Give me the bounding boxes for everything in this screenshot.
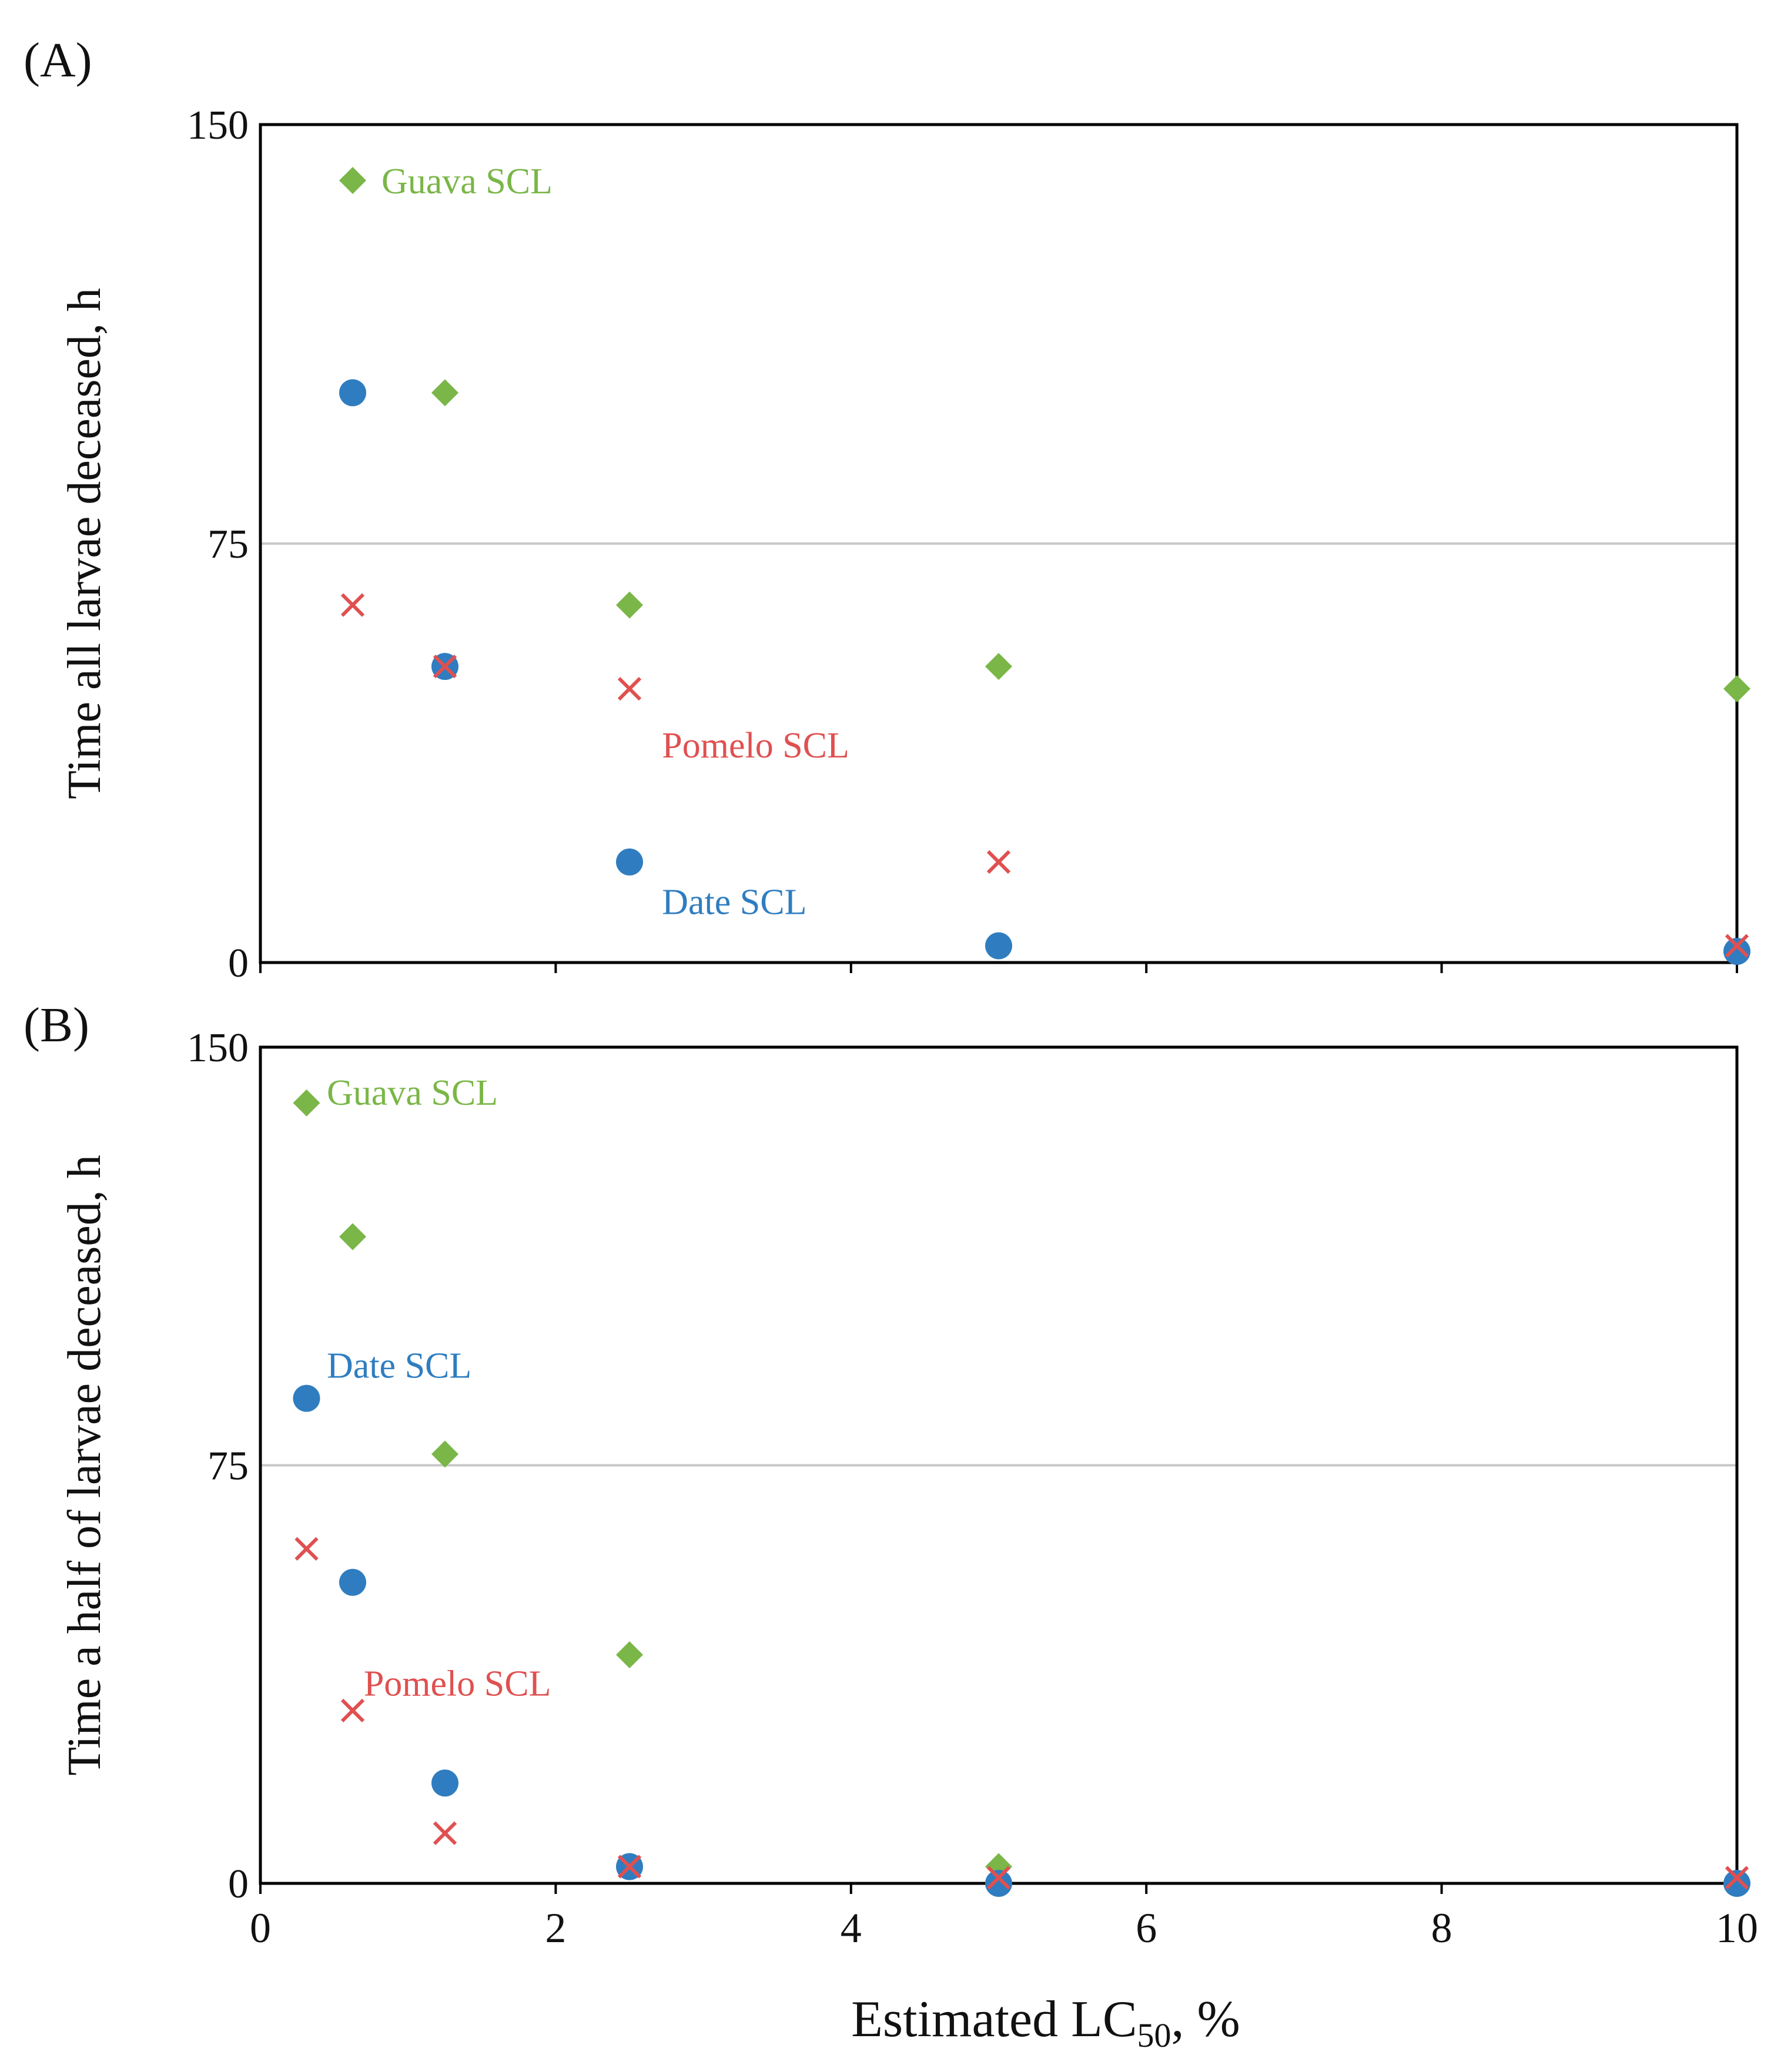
series-pomelo-scl: [340, 593, 1749, 958]
x-tick-label: 6: [1136, 1905, 1157, 1952]
x-stroke: [340, 593, 365, 617]
data-point-circle: [985, 932, 1012, 960]
panel-label: (A): [24, 33, 92, 88]
panel-b: (B) 0 75 150 0 2 4 6 8 10 Time a half of larvae de…: [24, 998, 1758, 2054]
x-tick-label: 2: [545, 1905, 566, 1952]
x-stroke: [340, 1698, 365, 1723]
x-tick-label: 8: [1431, 1905, 1452, 1952]
data-point-circle: [985, 1870, 1012, 1897]
data-point-diamond: [431, 379, 458, 407]
data-point-x: [340, 593, 365, 617]
data-point-x: [617, 677, 642, 701]
data-point-diamond: [339, 167, 366, 195]
data-point-x: [617, 1855, 642, 1879]
y-axis-label: Time all larvae deceased, h: [59, 288, 111, 799]
y-tick-label: 0: [228, 1862, 249, 1907]
y-tick-label: 0: [228, 941, 249, 986]
data-point-diamond: [616, 1641, 643, 1669]
series-guava-scl: [293, 1089, 1750, 1897]
data-point-x: [340, 1698, 365, 1723]
data-point-diamond: [616, 591, 643, 619]
x-axis-label-suffix: , %: [1171, 1991, 1240, 2048]
y-tick-label: 150: [187, 1025, 249, 1071]
x-stroke: [617, 677, 642, 701]
data-point-diamond: [985, 653, 1012, 680]
data-point-circle: [339, 1568, 366, 1596]
y-tick-label: 75: [207, 522, 249, 567]
x-stroke: [433, 655, 457, 679]
data-point-circle: [431, 1769, 458, 1797]
data-point-diamond: [431, 1440, 458, 1468]
plot-frame: [259, 123, 1739, 964]
x-stroke: [1725, 1866, 1749, 1890]
y-tick-label: 150: [187, 103, 249, 148]
data-point-x: [294, 1537, 319, 1561]
annotation-pomelo-scl: Pomelo SCL: [662, 726, 849, 766]
data-point-circle: [616, 848, 643, 876]
data-point-x: [986, 1866, 1011, 1890]
data-point-diamond: [293, 1089, 320, 1117]
panel-label: (B): [24, 998, 89, 1052]
y-tick-label: 75: [207, 1444, 249, 1489]
data-point-circle: [293, 1384, 320, 1412]
y-axis-label: Time a half of larvae deceased, h: [59, 1155, 111, 1776]
x-tick-label: 10: [1716, 1905, 1758, 1952]
x-tick-label: 0: [250, 1905, 271, 1952]
annotation-guava-scl: Guava SCL: [327, 1073, 498, 1113]
data-point-x: [433, 655, 457, 679]
data-point-x: [1725, 934, 1749, 958]
data-point-diamond: [339, 1223, 366, 1250]
x-axis-label-subscript: 50: [1137, 2016, 1171, 2054]
x-stroke: [986, 850, 1011, 874]
annotation-guava-scl: Guava SCL: [381, 162, 553, 202]
data-point-diamond: [1723, 675, 1750, 703]
series-pomelo-scl: [294, 1537, 1749, 1890]
data-point-circle: [1723, 937, 1750, 965]
annotation-date-scl: Date SCL: [662, 882, 806, 922]
x-stroke: [617, 1855, 642, 1879]
series-date-scl: [293, 1384, 1750, 1897]
x-stroke: [433, 1821, 457, 1845]
data-point-circle: [339, 379, 366, 407]
x-stroke: [294, 1537, 319, 1561]
x-stroke: [1725, 934, 1749, 958]
x-stroke: [986, 1866, 1011, 1890]
data-point-circle: [1723, 1870, 1750, 1897]
annotation-pomelo-scl: Pomelo SCL: [364, 1664, 551, 1704]
annotation-date-scl: Date SCL: [327, 1346, 471, 1386]
data-point-x: [1725, 1866, 1749, 1890]
x-axis-label: Estimated LC50, %: [851, 1991, 1240, 2054]
data-point-x: [433, 1821, 457, 1845]
x-tick-label: 4: [841, 1905, 862, 1952]
x-axis-label-main: Estimated LC: [851, 1991, 1137, 2048]
panel-a: (A) 0 75 150 Time all larvae deceased, h Guav…: [24, 33, 1750, 986]
series-guava-scl: [339, 167, 1750, 703]
data-point-x: [986, 850, 1011, 874]
series-date-scl: [339, 379, 1750, 965]
